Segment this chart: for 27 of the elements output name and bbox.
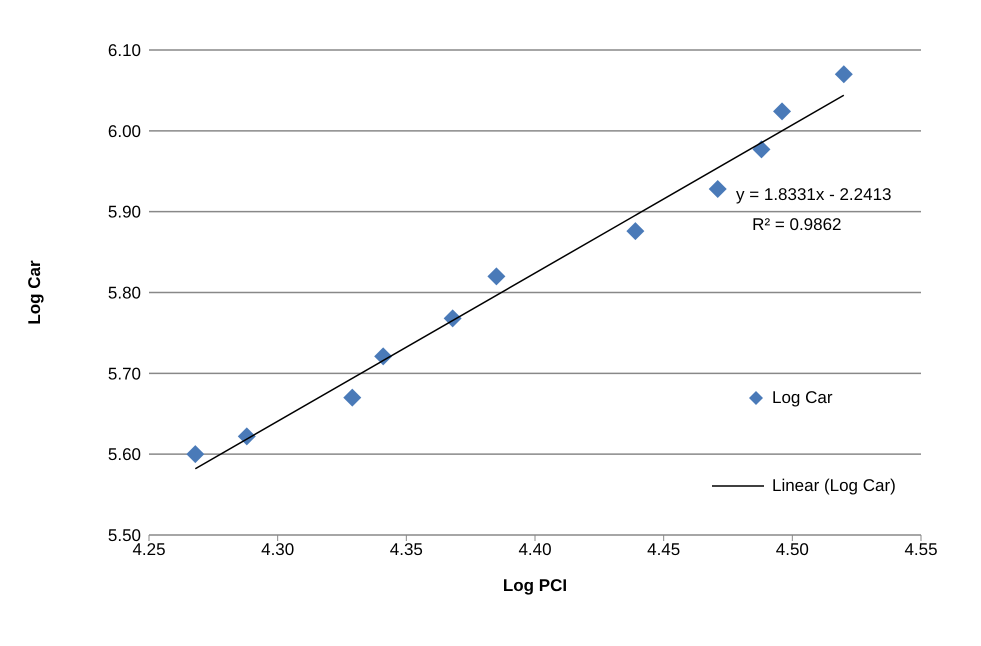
point [626, 222, 644, 240]
y-axis-title: Log Car [25, 260, 44, 325]
x-tick-label: 4.45 [647, 540, 680, 560]
legend-label: Log Car [772, 388, 832, 408]
y-tick-label: 5.70 [108, 364, 141, 384]
y-tick-label: 5.90 [108, 202, 141, 222]
x-tick-label: 4.40 [518, 540, 552, 560]
y-tick-label: 5.80 [108, 284, 141, 303]
point [186, 445, 204, 464]
point [708, 180, 727, 198]
x-tick-label: 4.55 [904, 540, 938, 560]
y-tick-label: 5.60 [108, 445, 141, 464]
legend-label: Linear (Log Car) [772, 476, 896, 496]
point [343, 388, 362, 407]
point [752, 140, 770, 158]
x-tick-label: 4.25 [132, 540, 166, 560]
annotation: R² = 0.9862 [751, 214, 842, 236]
point [773, 102, 792, 120]
x-tick-label: 4.50 [776, 540, 809, 560]
x-axis-title: Log PCI [502, 576, 568, 595]
annotation: y = 1.8331x - 2.2413 [736, 184, 892, 206]
point [834, 65, 853, 84]
x-tick-label: 4.35 [390, 540, 423, 560]
point [487, 267, 506, 286]
x-tick-label: 4.30 [261, 540, 294, 560]
y-tick-label: 6.00 [108, 122, 141, 141]
y-tick-label: 6.10 [108, 41, 141, 60]
